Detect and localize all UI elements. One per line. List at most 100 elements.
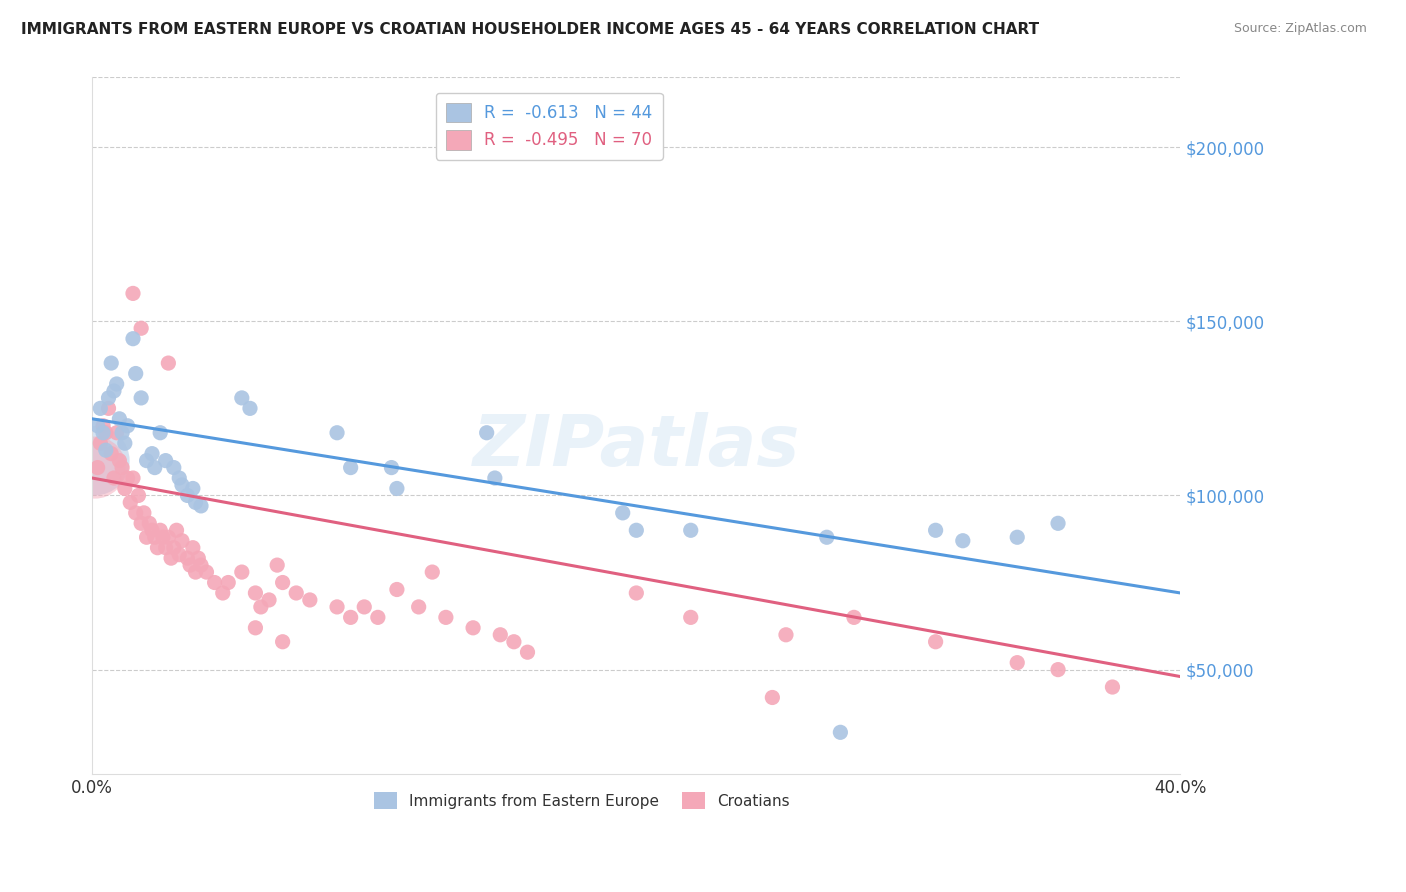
Point bbox=[385, 482, 408, 496]
Point bbox=[100, 356, 122, 370]
Point bbox=[380, 460, 402, 475]
Point bbox=[127, 488, 149, 502]
Point bbox=[141, 523, 163, 537]
Point bbox=[775, 628, 797, 642]
Point bbox=[89, 401, 111, 416]
Text: ZIPatlas: ZIPatlas bbox=[472, 412, 800, 481]
Point bbox=[125, 367, 148, 381]
Point bbox=[266, 558, 288, 573]
Point bbox=[129, 516, 152, 531]
Point bbox=[679, 610, 702, 624]
Point bbox=[217, 575, 239, 590]
Point bbox=[842, 610, 865, 624]
Point bbox=[105, 376, 128, 391]
Point bbox=[353, 599, 375, 614]
Point bbox=[367, 610, 389, 624]
Point bbox=[190, 558, 212, 573]
Point bbox=[231, 565, 253, 579]
Point bbox=[103, 471, 125, 485]
Point bbox=[149, 523, 172, 537]
Point bbox=[176, 488, 198, 502]
Point bbox=[135, 453, 157, 467]
Point bbox=[1101, 680, 1123, 694]
Text: IMMIGRANTS FROM EASTERN EUROPE VS CROATIAN HOUSEHOLDER INCOME AGES 45 - 64 YEARS: IMMIGRANTS FROM EASTERN EUROPE VS CROATI… bbox=[21, 22, 1039, 37]
Point bbox=[408, 599, 430, 614]
Point bbox=[204, 575, 226, 590]
Point bbox=[91, 418, 114, 433]
Point bbox=[179, 558, 201, 573]
Point bbox=[184, 495, 207, 509]
Point bbox=[100, 447, 122, 461]
Point bbox=[326, 425, 349, 440]
Point bbox=[231, 391, 253, 405]
Point bbox=[108, 453, 131, 467]
Point bbox=[111, 460, 134, 475]
Point bbox=[117, 471, 139, 485]
Point bbox=[111, 425, 134, 440]
Point bbox=[122, 286, 145, 301]
Point bbox=[502, 634, 524, 648]
Point bbox=[114, 436, 136, 450]
Point bbox=[143, 460, 166, 475]
Point bbox=[830, 725, 852, 739]
Point bbox=[157, 530, 180, 544]
Point bbox=[271, 575, 294, 590]
Point bbox=[122, 332, 145, 346]
Text: Source: ZipAtlas.com: Source: ZipAtlas.com bbox=[1233, 22, 1367, 36]
Point bbox=[489, 628, 512, 642]
Point bbox=[141, 447, 163, 461]
Point bbox=[385, 582, 408, 597]
Point bbox=[94, 425, 117, 440]
Point bbox=[117, 418, 139, 433]
Point bbox=[135, 530, 157, 544]
Point bbox=[285, 586, 308, 600]
Point bbox=[190, 499, 212, 513]
Point bbox=[461, 621, 484, 635]
Point bbox=[91, 425, 114, 440]
Point bbox=[181, 482, 204, 496]
Point bbox=[761, 690, 783, 705]
Point bbox=[83, 460, 105, 475]
Point bbox=[176, 551, 198, 566]
Point bbox=[94, 443, 117, 458]
Point bbox=[125, 506, 148, 520]
Point bbox=[170, 533, 193, 548]
Point bbox=[170, 478, 193, 492]
Point bbox=[143, 530, 166, 544]
Point bbox=[679, 523, 702, 537]
Point bbox=[1005, 530, 1028, 544]
Point bbox=[152, 530, 174, 544]
Point bbox=[516, 645, 538, 659]
Point bbox=[952, 533, 974, 548]
Point bbox=[250, 599, 273, 614]
Point bbox=[97, 401, 120, 416]
Point bbox=[160, 551, 183, 566]
Point bbox=[83, 453, 105, 467]
Point bbox=[211, 586, 233, 600]
Point bbox=[138, 516, 160, 531]
Point bbox=[1047, 663, 1070, 677]
Point bbox=[163, 541, 186, 555]
Point bbox=[298, 593, 321, 607]
Point bbox=[924, 523, 946, 537]
Point bbox=[105, 425, 128, 440]
Point bbox=[181, 541, 204, 555]
Point bbox=[271, 634, 294, 648]
Point bbox=[114, 482, 136, 496]
Point bbox=[86, 460, 108, 475]
Point bbox=[157, 356, 180, 370]
Point bbox=[129, 391, 152, 405]
Point bbox=[924, 634, 946, 648]
Point bbox=[475, 425, 498, 440]
Legend: Immigrants from Eastern Europe, Croatians: Immigrants from Eastern Europe, Croatian… bbox=[368, 787, 796, 815]
Point bbox=[86, 418, 108, 433]
Point bbox=[1047, 516, 1070, 531]
Point bbox=[484, 471, 506, 485]
Point bbox=[339, 460, 361, 475]
Point bbox=[103, 384, 125, 398]
Point bbox=[184, 565, 207, 579]
Point bbox=[420, 565, 443, 579]
Point bbox=[166, 523, 188, 537]
Point bbox=[146, 541, 169, 555]
Point bbox=[167, 471, 190, 485]
